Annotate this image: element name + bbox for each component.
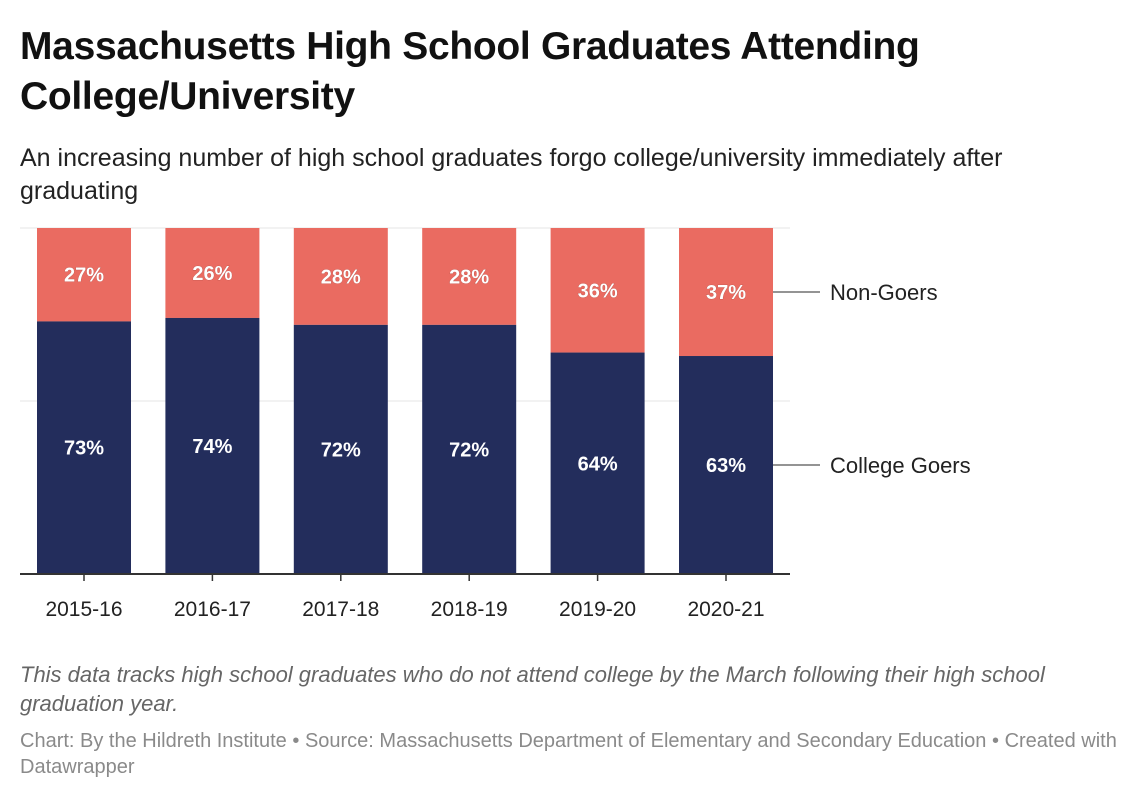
label-non-goers-2017-18: 28%: [321, 266, 361, 288]
x-tick-label-2016-17: 2016-17: [174, 598, 251, 621]
legend-label-college-goers: College Goers: [830, 453, 971, 478]
bar-college-goers-2020-21: [679, 356, 773, 574]
x-tick-label-2020-21: 2020-21: [687, 598, 764, 621]
x-tick-label-2018-19: 2018-19: [431, 598, 508, 621]
bar-non-goers-2016-17: [165, 228, 260, 318]
label-non-goers-2018-19: 28%: [449, 266, 489, 288]
label-college-goers-2015-16: 73%: [64, 438, 104, 460]
label-non-goers-2016-17: 26%: [192, 263, 232, 285]
series-legend: Non-Goers College Goers: [773, 280, 971, 478]
bar-college-goers-2017-18: [293, 324, 388, 574]
credit-separator-1: •: [292, 730, 300, 752]
bars: [37, 228, 773, 574]
label-college-goers-2017-18: 72%: [321, 439, 361, 461]
label-non-goers-2019-20: 36%: [578, 280, 618, 302]
bar-college-goers-2018-19: [422, 324, 517, 574]
chart-title: Massachusetts High School Graduates Atte…: [20, 25, 920, 118]
credit-source: Source: Massachusetts Department of Elem…: [304, 730, 987, 752]
chart-subtitle: An increasing number of high school grad…: [20, 144, 1003, 205]
stacked-bar-chart: 27% 73% 26% 74% 28% 72% 28% 72% 36% 64% 37% 63% 201…: [20, 227, 971, 621]
label-non-goers-2015-16: 27%: [64, 265, 104, 287]
credit-separator-2: •: [991, 730, 999, 752]
bar-non-goers-2017-18: [293, 228, 388, 325]
bar-non-goers-2018-19: [422, 228, 517, 325]
chart-note: This data tracks high school graduates w…: [20, 662, 1045, 716]
bar-non-goers-2019-20: [550, 228, 645, 353]
label-college-goers-2020-21: 63%: [706, 455, 746, 477]
label-college-goers-2018-19: 72%: [449, 439, 489, 461]
bar-college-goers-2019-20: [550, 352, 645, 574]
bar-labels: 27% 73% 26% 74% 28% 72% 28% 72% 36% 64% 37% 63%: [64, 263, 747, 477]
bar-college-goers-2015-16: [37, 321, 131, 574]
x-tick-label-2017-18: 2017-18: [302, 598, 379, 621]
legend-label-non-goers: Non-Goers: [830, 280, 938, 305]
x-tick-label-2019-20: 2019-20: [559, 598, 636, 621]
credit-created: Created with Datawrapper: [20, 730, 1117, 778]
chart-credit: Chart: By the Hildreth Institute • Sourc…: [20, 728, 1120, 780]
x-axis: 2015-16 2016-17 2017-18 2018-19 2019-20 2020-…: [20, 573, 790, 621]
credit-chart: Chart: By the Hildreth Institute: [20, 730, 287, 752]
bar-non-goers-2020-21: [679, 228, 773, 357]
label-college-goers-2016-17: 74%: [192, 436, 232, 458]
bar-non-goers-2015-16: [37, 228, 131, 322]
label-non-goers-2020-21: 37%: [706, 282, 746, 304]
gridlines: [20, 227, 790, 402]
label-college-goers-2019-20: 64%: [578, 453, 618, 475]
bar-college-goers-2016-17: [165, 317, 260, 574]
x-tick-label-2015-16: 2015-16: [45, 598, 122, 621]
